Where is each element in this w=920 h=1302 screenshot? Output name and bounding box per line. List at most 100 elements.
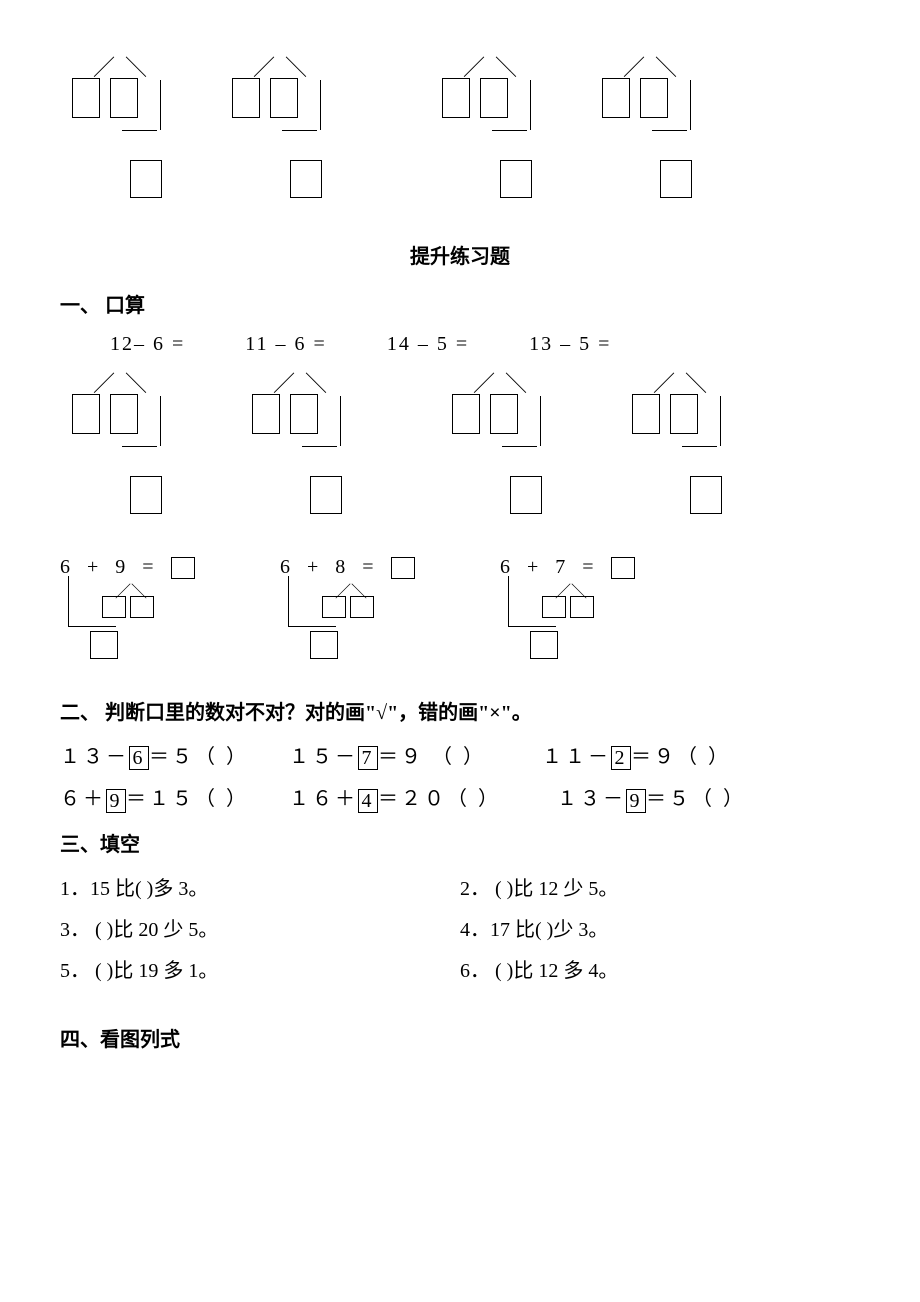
blank-box [442,78,470,118]
decomp-diagram: ／＼ [60,366,240,536]
blank-box [310,476,342,514]
fill-row: 3． ( )比 20 少 5。 4．17 比( )少 3。 [60,913,860,942]
judge-pre: １３－ [557,788,626,810]
decomp-diagram: ／＼ [440,366,620,536]
blank-box [130,476,162,514]
blank-box [252,394,280,434]
blank-box [670,394,698,434]
decomp-diagram: ／＼ [590,50,770,220]
judge-post: ＝９（ ） [631,746,731,768]
blank-box [171,557,195,579]
blank-box [690,476,722,514]
judge-row-1: １３－6＝５（ ） １５－7＝９ （ ） １１－2＝９（ ） [60,740,860,770]
decomp-diagram: ／＼ [620,366,800,536]
fill-q4: 4．17 比( )少 3。 [460,913,860,942]
decomp-diagram: ／＼ [240,366,420,536]
judge-pre: ６＋ [60,788,106,810]
blank-box [90,631,118,659]
blank-box [290,394,318,434]
addition-diagram: 6 + 8 = ／＼ [280,556,500,666]
blank-box [72,394,100,434]
judge-post: ＝９ （ ） [378,746,486,768]
blank-box [530,631,558,659]
decomp-row-2: ／＼ ／＼ ／＼ ／＼ [60,366,860,536]
judge-row-2: ６＋9＝１５（ ） １６＋4＝２０（ ） １３－9＝５（ ） [60,782,860,812]
fill-q6: 6． ( )比 12 多 4。 [460,954,860,983]
blank-box [130,596,154,618]
addition-diagram: 6 + 9 = ／＼ [60,556,280,666]
judge-pre: １３－ [60,746,129,768]
blank-box [632,394,660,434]
subtraction-equations: 12– 6 = 11 – 6 = 14 – 5 = 13 – 5 = [110,333,860,356]
judge-pre: １５－ [289,746,358,768]
operand: 6 [280,556,296,578]
blank-box [640,78,668,118]
blank-box [102,596,126,618]
blank-box [570,596,594,618]
decomp-diagram: ／＼ [220,50,400,220]
blank-box [391,557,415,579]
blank-box [232,78,260,118]
operator: + [87,556,104,578]
blank-box [110,78,138,118]
operand: 7 [555,556,571,578]
judge-post: ＝５（ ） [646,788,746,810]
operator: + [527,556,544,578]
blank-box [602,78,630,118]
blank-box [270,78,298,118]
blank-box [110,394,138,434]
decomp-diagram: ／＼ [430,50,610,220]
fill-q2: 2． ( )比 12 少 5。 [460,872,860,901]
page-title: 提升练习题 [60,240,860,269]
section-1-header: 一、 口算 [60,289,860,318]
judge-post: ＝５（ ） [149,746,249,768]
equals: = [582,556,599,578]
equals: = [362,556,379,578]
blank-box [480,78,508,118]
judge-post: ＝１５（ ） [126,788,249,810]
judge-post: ＝２０（ ） [378,788,501,810]
judge-box: 9 [106,789,126,813]
judge-box: 9 [626,789,646,813]
operand: 8 [335,556,351,578]
equation: 13 – 5 = [529,333,611,356]
equation: 14 – 5 = [387,333,469,356]
decomp-row-top: ／＼ ／＼ ／＼ ／＼ [60,50,860,220]
fill-q3: 3． ( )比 20 少 5。 [60,913,460,942]
blank-box [72,78,100,118]
section-4-header: 四、看图列式 [60,1023,860,1052]
judge-pre: １１－ [542,746,611,768]
equals: = [142,556,159,578]
equation: 11 – 6 = [245,333,327,356]
decomp-diagram: ／＼ [60,50,240,220]
judge-box: 2 [611,746,631,770]
fill-q1: 1．15 比( )多 3。 [60,872,460,901]
operand: 6 [500,556,516,578]
judge-box: 6 [129,746,149,770]
blank-box [310,631,338,659]
fill-q5: 5． ( )比 19 多 1。 [60,954,460,983]
blank-box [322,596,346,618]
addition-row: 6 + 9 = ／＼ 6 + 8 = ／＼ 6 + 7 = ／＼ [60,556,860,666]
judge-pre: １６＋ [289,788,358,810]
blank-box [660,160,692,198]
blank-box [490,394,518,434]
blank-box [510,476,542,514]
fill-row: 5． ( )比 19 多 1。 6． ( )比 12 多 4。 [60,954,860,983]
blank-box [130,160,162,198]
section-2-header: 二、 判断口里的数对不对？对的画"√"，错的画"×"。 [60,696,860,725]
section-3-header: 三、填空 [60,828,860,857]
blank-box [500,160,532,198]
judge-box: 7 [358,746,378,770]
fill-row: 1．15 比( )多 3。 2． ( )比 12 少 5。 [60,872,860,901]
blank-box [350,596,374,618]
operand: 6 [60,556,76,578]
blank-box [290,160,322,198]
addition-diagram: 6 + 7 = ／＼ [500,556,720,666]
equation: 12– 6 = [110,333,185,356]
blank-box [611,557,635,579]
judge-box: 4 [358,789,378,813]
blank-box [542,596,566,618]
operand: 9 [115,556,131,578]
blank-box [452,394,480,434]
